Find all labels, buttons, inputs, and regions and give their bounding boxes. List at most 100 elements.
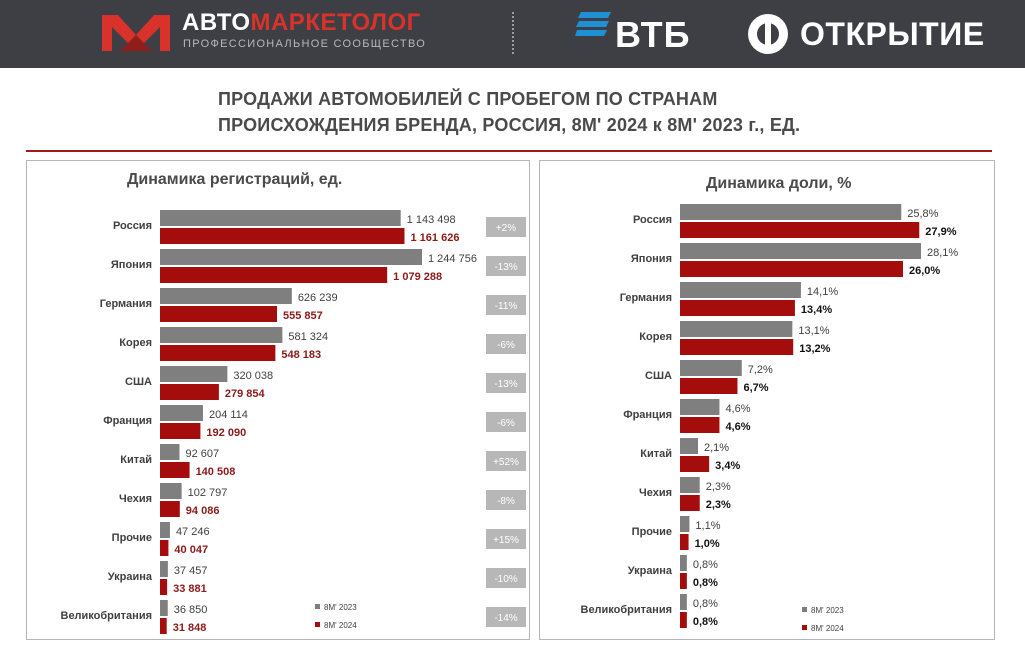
category-8-label: Прочие <box>632 526 672 538</box>
category-5-value-2024: 4,6% <box>725 421 750 433</box>
category-4-label: США <box>125 376 152 388</box>
category-7-change-badge <box>486 490 526 510</box>
category-0-value-2023: 25,8% <box>907 208 938 220</box>
category-9-label: Украина <box>628 565 673 577</box>
category-8-change-text: +15% <box>493 535 519 546</box>
category-9-bar-2023 <box>680 555 687 571</box>
category-1-label: Япония <box>631 253 672 265</box>
category-10-value-2023: 36 850 <box>174 604 208 616</box>
category-2-value-2023: 626 239 <box>298 292 338 304</box>
category-4-change-badge <box>486 373 526 393</box>
category-3-value-2024: 548 183 <box>281 349 321 361</box>
category-5-change-badge <box>486 412 526 432</box>
category-2-value-2024: 13,4% <box>801 304 832 316</box>
category-5-bar-2024 <box>160 423 201 439</box>
category-6-value-2023: 2,1% <box>704 442 729 454</box>
legend-label-2023: 8М' 2023 <box>324 603 357 612</box>
title-underline <box>26 150 992 152</box>
category-9-change-badge <box>486 568 526 588</box>
category-2-bar-2024 <box>160 306 277 322</box>
category-8-change-badge <box>486 529 526 549</box>
category-9-change-text: -10% <box>494 574 517 585</box>
category-7-bar-2024 <box>160 501 180 517</box>
category-2-value-2024: 555 857 <box>283 310 323 322</box>
category-0-bar-2023 <box>680 204 902 220</box>
category-7-value-2023: 102 797 <box>188 487 228 499</box>
otkritie-wordmark: ОТКРЫТИЕ <box>800 16 985 52</box>
category-10-bar-2024 <box>680 612 687 628</box>
page-title-line2: ПРОИСХОЖДЕНИЯ БРЕНДА, РОССИЯ, 8М' 2024 к… <box>218 115 801 135</box>
category-3-change-badge <box>486 334 526 354</box>
category-8-value-2023: 47 246 <box>176 526 210 538</box>
share-chart: Россия 25,8% 27,9% Япония 28,1% 26,0% Германия… <box>581 204 958 633</box>
vtb-logo-icon <box>575 12 611 36</box>
category-0-label: Россия <box>633 214 672 226</box>
category-4-value-2024: 279 854 <box>225 388 266 400</box>
category-2-bar-2023 <box>160 288 292 304</box>
header-bar: АВТОМАРКЕТОЛОГ ПРОФЕССИОНАЛЬНОЕ СООБЩЕСТ… <box>0 0 1025 68</box>
category-0-value-2024: 27,9% <box>925 226 956 238</box>
category-10-value-2023: 0,8% <box>693 598 718 610</box>
category-1-value-2023: 1 244 756 <box>428 253 477 265</box>
share-chart-title: Динамика доли, % <box>706 175 852 192</box>
category-10-bar-2023 <box>160 600 168 616</box>
category-4-label: США <box>645 370 672 382</box>
category-3-bar-2024 <box>160 345 276 361</box>
category-6-value-2024: 140 508 <box>196 466 236 478</box>
category-8-value-2024: 40 047 <box>174 544 208 556</box>
category-3-label: Корея <box>119 337 152 349</box>
category-2-value-2023: 14,1% <box>807 286 838 298</box>
registrations-panel: Динамика регистраций, ед. Россия 1 143 49… <box>26 160 530 640</box>
category-3-value-2024: 13,2% <box>799 343 830 355</box>
category-5-label: Франция <box>623 409 672 421</box>
otkritie-logo-icon <box>748 14 788 54</box>
category-4-bar-2023 <box>160 366 228 382</box>
category-2-change-text: -11% <box>495 301 518 312</box>
category-7-label: Чехия <box>119 493 152 505</box>
category-6-change-badge <box>486 451 526 471</box>
category-0-label: Россия <box>113 220 152 232</box>
category-10-label: Великобритания <box>581 604 673 616</box>
legend-swatch-2023 <box>315 604 320 609</box>
category-10-bar-2023 <box>680 594 687 610</box>
category-0-bar-2024 <box>680 222 920 238</box>
category-4-value-2023: 7,2% <box>748 364 773 376</box>
category-8-bar-2023 <box>680 516 690 532</box>
category-4-value-2023: 320 038 <box>233 370 273 382</box>
category-7-bar-2023 <box>680 477 700 493</box>
vtb-wordmark: ВТБ <box>615 14 691 55</box>
category-0-change-text: +2% <box>496 223 516 234</box>
category-7-value-2024: 2,3% <box>706 499 731 511</box>
category-9-value-2024: 33 881 <box>173 583 207 595</box>
legend-label-2023: 8М' 2023 <box>811 606 844 615</box>
category-5-bar-2023 <box>160 405 203 421</box>
category-9-value-2023: 0,8% <box>693 559 718 571</box>
category-1-value-2024: 26,0% <box>909 265 940 277</box>
category-7-value-2024: 94 086 <box>186 505 220 517</box>
page-title: ПРОДАЖИ АВТОМОБИЛЕЙ С ПРОБЕГОМ ПО СТРАНА… <box>218 86 800 138</box>
category-0-bar-2023 <box>160 210 401 226</box>
category-7-label: Чехия <box>639 487 672 499</box>
legend-label-2024: 8М' 2024 <box>811 624 844 633</box>
category-4-bar-2024 <box>160 384 219 400</box>
category-2-label: Германия <box>100 298 152 310</box>
category-2-bar-2023 <box>680 282 801 298</box>
category-5-value-2024: 192 090 <box>206 427 246 439</box>
legend-swatch-2024 <box>802 625 807 630</box>
category-8-bar-2024 <box>680 534 689 550</box>
category-1-label: Япония <box>111 259 152 271</box>
category-1-bar-2024 <box>160 267 388 283</box>
category-3-bar-2023 <box>680 321 793 337</box>
category-0-value-2024: 1 161 626 <box>411 232 460 244</box>
registrations-chart-title: Динамика регистраций, ед. <box>127 171 343 188</box>
avtomarketolog-logo-icon <box>102 15 170 51</box>
category-1-bar-2024 <box>680 261 903 277</box>
category-7-bar-2023 <box>160 483 182 499</box>
category-0-value-2023: 1 143 498 <box>407 214 456 226</box>
category-6-bar-2024 <box>160 462 190 478</box>
category-10-change-badge <box>486 607 526 627</box>
category-3-label: Корея <box>639 331 672 343</box>
category-6-bar-2023 <box>680 438 699 454</box>
category-4-change-text: -13% <box>494 379 517 390</box>
category-6-value-2024: 3,4% <box>715 460 740 472</box>
